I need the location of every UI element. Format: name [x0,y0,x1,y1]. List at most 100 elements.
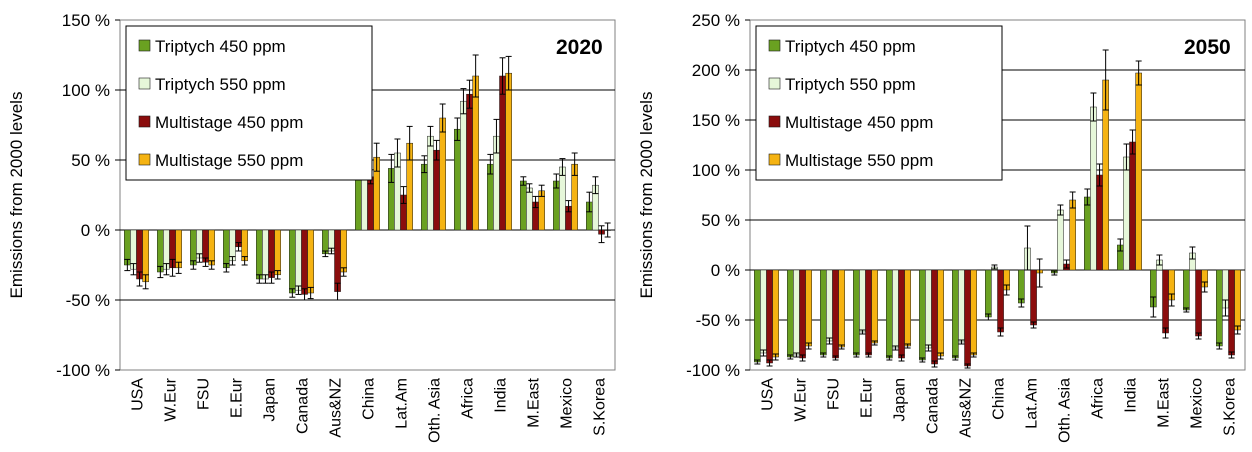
bar [520,180,527,231]
y-tick-label: -50 % [696,311,740,330]
x-tick-label: Japan [892,378,909,422]
y-tick-label: 50 % [701,211,740,230]
chart-title: 2050 [1184,36,1231,59]
bar [157,229,164,273]
x-tick-label: Africa [460,378,477,419]
bar [340,229,347,273]
x-tick-label: India [1123,378,1140,413]
legend-swatch [768,115,781,128]
chart-panel-2050: -100 % -50 % 0 % 50 % 100 % 150 % 200 % 250 % U… [637,11,1246,443]
bar [1069,199,1076,271]
bar [925,269,932,349]
bar [1018,269,1025,304]
legend: Triptych 450 ppm Triptych 550 ppm Multista… [755,25,1003,181]
bar [421,163,428,231]
bar [466,93,473,231]
bar [766,269,773,364]
x-tick-label: Oth. Asia [1057,378,1074,443]
bar [307,229,314,294]
x-tick-label: Oth. Asia [427,378,444,443]
y-tick-label: -100 % [56,361,110,380]
y-tick-label: -50 % [66,291,110,310]
legend-swatch [138,153,151,166]
bar [427,135,434,231]
bar [1216,269,1223,347]
bars [124,72,611,295]
bar [142,229,149,283]
bar [1090,106,1097,271]
x-axis-ticks: USA W.Eur FSU E.Eur Japan Canada Aus&NZ China La… [130,377,609,443]
bar [454,128,461,231]
bar [892,269,899,349]
bar [1030,269,1037,326]
bar [859,269,866,333]
bar [919,269,926,361]
legend-label: Multistage 550 ppm [785,151,933,170]
x-tick-label: China [361,378,378,420]
bar [526,187,533,231]
x-tick-label: W.Eur [793,377,810,421]
bar [505,72,512,231]
bar [799,269,806,359]
bar [838,269,845,348]
bar [1162,269,1169,334]
x-tick-label: E.Eur [229,377,246,418]
bar [865,269,872,356]
x-tick-label: M.East [1156,377,1173,427]
x-tick-label: Aus&NZ [328,378,345,438]
bar [202,229,209,263]
y-tick-label: 0 % [81,221,110,240]
bar [1123,156,1130,271]
legend-swatch [138,115,151,128]
bar [223,229,230,269]
x-tick-label: USA [760,378,777,411]
legend-swatch [768,77,781,90]
legend-swatch [768,39,781,52]
bar [886,269,893,359]
bar [871,269,878,344]
y-axis-label: Emissions from 2000 levels [637,92,656,299]
bar [754,269,761,363]
bar [472,75,479,231]
legend-box [755,25,1003,181]
x-tick-label: China [991,378,1008,420]
x-tick-label: E.Eur [859,377,876,418]
y-tick-label: 200 % [692,61,740,80]
x-tick-label: USA [130,378,147,411]
x-tick-label: FSU [196,378,213,410]
legend-swatch [138,39,151,52]
bar [301,229,308,295]
bar [826,269,833,342]
bar [1084,196,1091,271]
error-bars [754,49,1241,369]
bar [256,229,263,280]
y-tick-label: 100 % [692,161,740,180]
legend-box [125,25,373,181]
bar [805,269,812,347]
legend-swatch [768,153,781,166]
x-tick-label: S.Korea [592,378,609,436]
bar [190,229,197,266]
x-tick-label: Africa [1090,378,1107,419]
bar [760,269,767,354]
bar [772,269,779,358]
bar [322,229,329,255]
x-tick-label: M.East [526,377,543,427]
y-tick-label: 250 % [692,11,740,30]
x-tick-label: Mexico [559,378,576,429]
bar [208,229,215,266]
bar [931,269,938,365]
bar [952,269,959,359]
chart-title: 2020 [556,36,603,59]
bar [334,229,341,292]
y-tick-label: 150 % [692,111,740,130]
bar [460,100,467,231]
bar [904,269,911,347]
bar [1195,269,1202,337]
bar [439,117,446,231]
bar [937,269,944,357]
bar [559,166,566,231]
bar [433,149,440,231]
x-tick-label: FSU [826,378,843,410]
y-axis-ticks: -100 % -50 % 0 % 50 % 100 % 150 % [56,11,120,380]
